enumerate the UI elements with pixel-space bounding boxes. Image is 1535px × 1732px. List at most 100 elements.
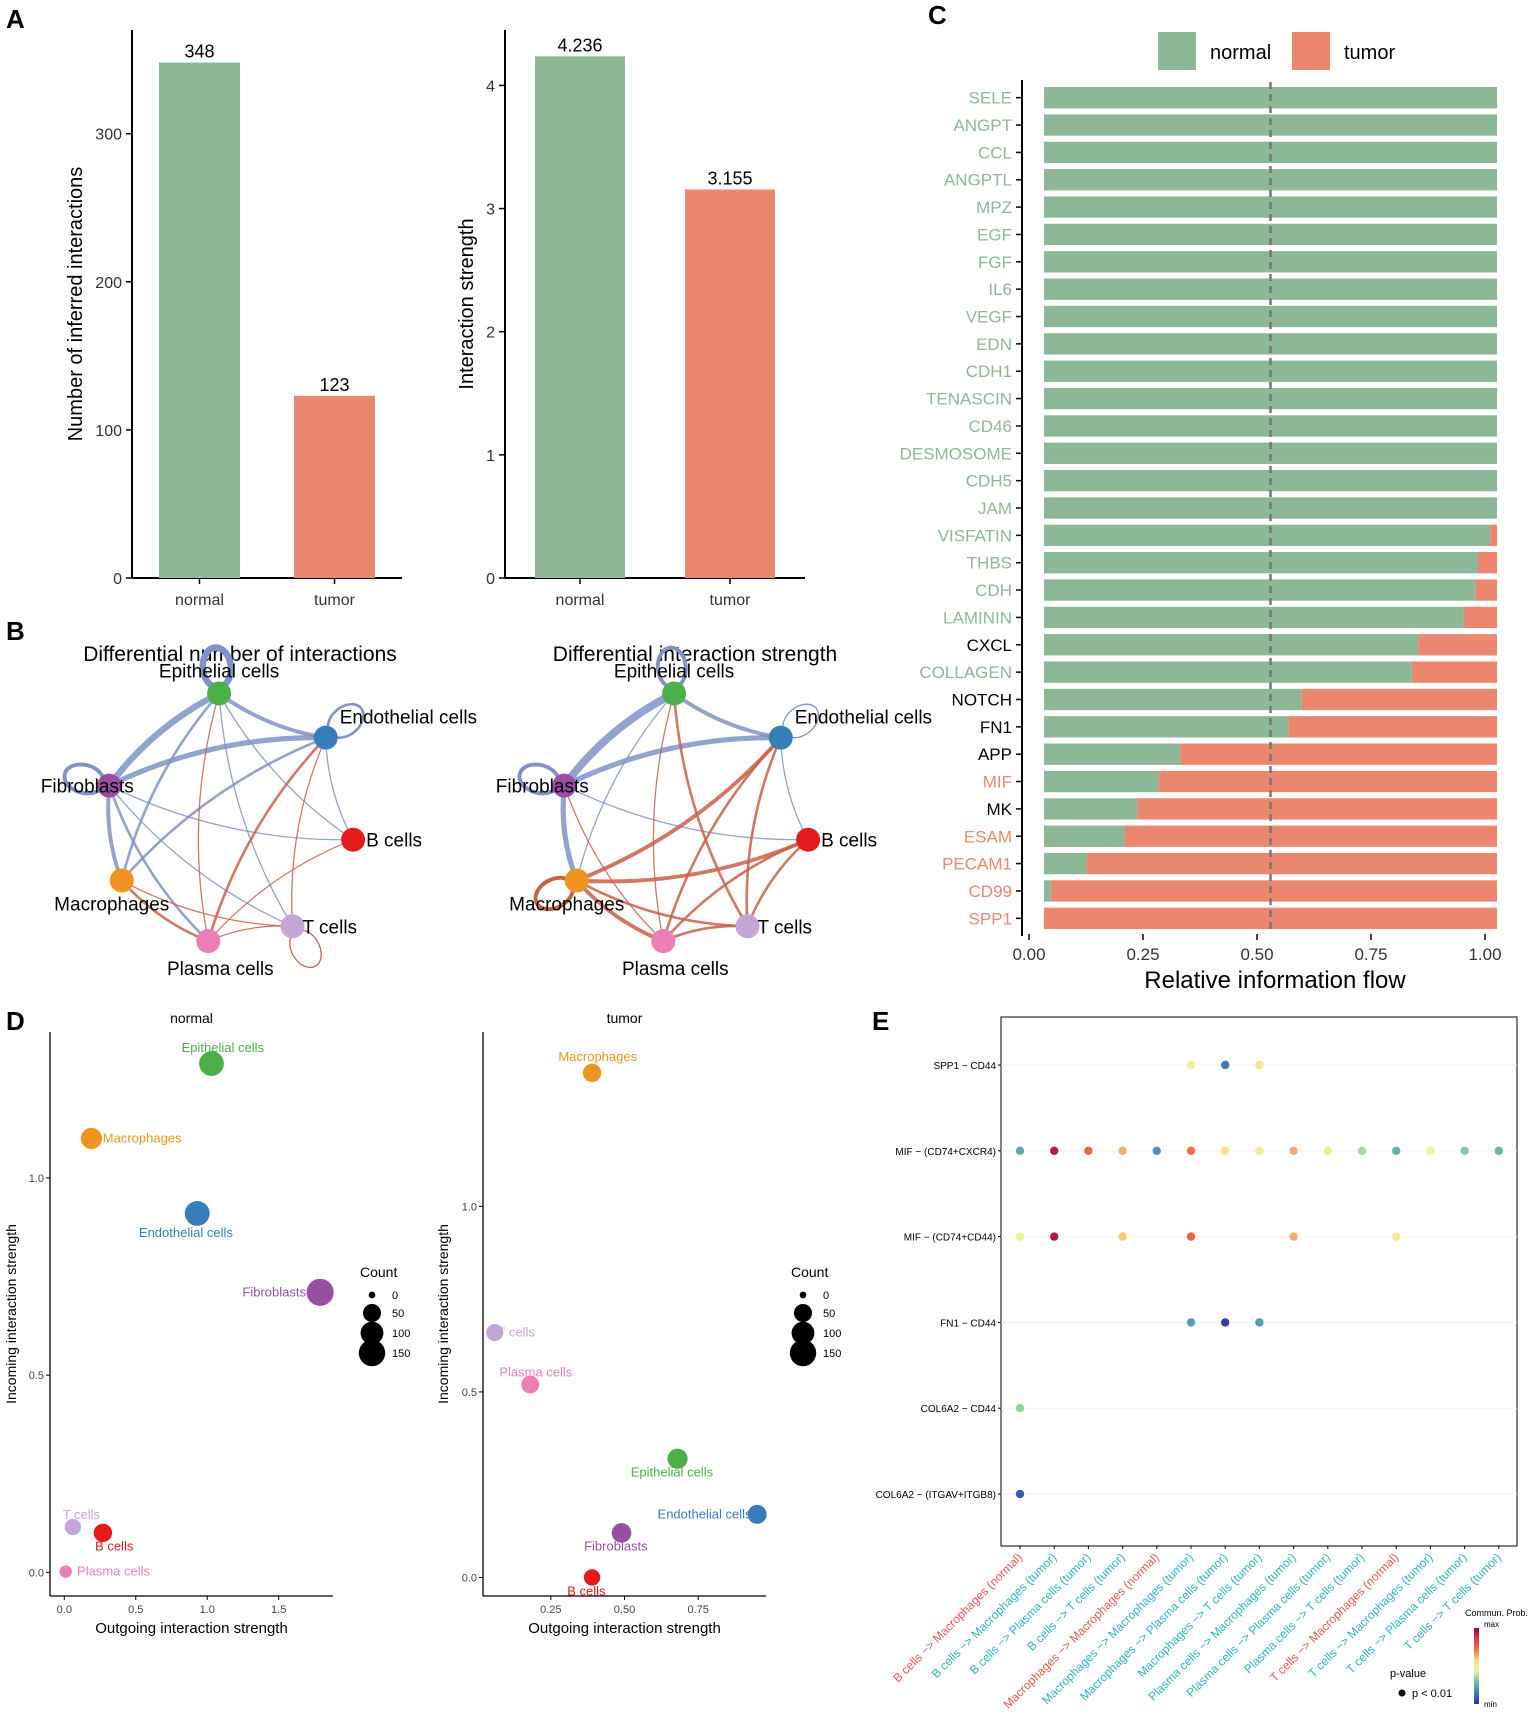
- point-label: Macrophages: [558, 1049, 637, 1064]
- bar-tumor-mif: [1158, 770, 1497, 793]
- edge-fibroblasts-to-b: [564, 785, 809, 841]
- point-t: [64, 1518, 82, 1536]
- y-tick-label: 1.0: [462, 1201, 477, 1213]
- bar-normal-cdh: [1044, 579, 1476, 601]
- x-axis-title: Outgoing interaction strength: [95, 1620, 288, 1637]
- edge-epithelial-to-b: [218, 693, 354, 841]
- x-axis-title: Relative information flow: [1144, 967, 1406, 994]
- panel-label-a: A: [6, 4, 25, 34]
- panel-a1-interactions-bar: 0 100 200 300 348 normal 123 tumor Number of inf…: [65, 30, 402, 609]
- legend-size-key: [791, 1321, 815, 1345]
- point-fibroblasts: [611, 1523, 632, 1543]
- bar-normal-notch: [1044, 688, 1302, 711]
- bar-tumor-mk: [1137, 798, 1497, 820]
- bar-normal-pecam1: [1044, 852, 1087, 875]
- dot: [1186, 1060, 1196, 1070]
- node-plasma: [196, 929, 221, 954]
- point-label: Plasma cells: [77, 1564, 150, 1579]
- dot: [1221, 1146, 1230, 1156]
- point-macrophages: [80, 1127, 103, 1150]
- dot: [1152, 1146, 1162, 1156]
- bar-tumor-cd99: [1050, 880, 1497, 902]
- point-label: Epithelial cells: [182, 1040, 265, 1055]
- legend-size-key: [368, 1291, 376, 1299]
- category-label: VISFATIN: [938, 526, 1012, 545]
- point-fibroblasts: [306, 1278, 334, 1306]
- edge-fibroblasts-to-plasma: [563, 785, 664, 942]
- scatter-title: normal: [170, 1010, 213, 1026]
- category-label: FN1: [980, 718, 1012, 737]
- point-endothelial: [747, 1504, 767, 1524]
- panel-label-b: B: [6, 616, 25, 646]
- edge-epithelial-to-plasma: [652, 693, 675, 942]
- edge-endothelial-to-macrophages: [120, 736, 327, 882]
- dot: [1015, 1232, 1025, 1241]
- point-endothelial: [184, 1201, 210, 1226]
- row-label: SPP1 − CD44: [933, 1061, 996, 1072]
- x-tick-label: 0.50: [614, 1604, 635, 1616]
- bar-tumor: [294, 395, 375, 578]
- x-tick-label: 0.00: [1012, 945, 1045, 964]
- y-axis-title: Number of inferred interactions: [65, 167, 87, 442]
- y-axis-title: Incoming interaction strength: [3, 1224, 19, 1404]
- dot: [1186, 1318, 1196, 1327]
- category-label: CXCL: [967, 636, 1012, 655]
- x-tick-label: 0.25: [1126, 945, 1159, 964]
- node-label: Epithelial cells: [159, 661, 279, 682]
- category-label: NOTCH: [952, 690, 1012, 709]
- node-label: Fibroblasts: [41, 777, 134, 798]
- x-tick-label: tumor: [710, 592, 752, 609]
- bar-tumor-thbs: [1477, 552, 1497, 574]
- category-label: ANGPTL: [944, 171, 1012, 190]
- panel-a2-strength-bar: 0 1 2 3 4 4.236 normal 3.155 tumor Interaction st…: [456, 30, 805, 609]
- node-fibroblasts: [552, 773, 577, 798]
- legend-size-label: 150: [823, 1348, 841, 1360]
- edge-epithelial-to-fibroblasts: [106, 690, 221, 788]
- legend-size-label: 0: [823, 1290, 829, 1302]
- legend-size-label: 150: [392, 1348, 410, 1360]
- dot: [1221, 1060, 1230, 1070]
- panel-label-e: E: [872, 1006, 889, 1036]
- y-tick-label: 0: [113, 571, 122, 588]
- legend-label-tumor: tumor: [1344, 42, 1395, 64]
- legend-title: Count: [791, 1264, 828, 1280]
- edge-b-to-plasma: [207, 839, 354, 942]
- bar-tumor-esam: [1124, 825, 1497, 847]
- dot: [1392, 1232, 1401, 1241]
- edge-fibroblasts-to-t: [108, 785, 293, 927]
- y-tick-label: 0.5: [29, 1370, 44, 1382]
- x-tick-label: 0.50: [1240, 945, 1273, 964]
- edge-endothelial-to-t: [291, 737, 327, 927]
- x-tick-label: normal: [556, 592, 605, 609]
- node-epithelial: [662, 681, 687, 706]
- legend-size-label: 50: [392, 1308, 404, 1320]
- y-tick-label: 4: [486, 78, 495, 95]
- color-legend-title: Commun. Prob.: [1465, 1608, 1528, 1618]
- edge-b-to-plasma: [662, 838, 809, 942]
- x-tick-label: 0.75: [1354, 945, 1387, 964]
- edge-fibroblasts-to-b: [109, 785, 354, 841]
- dot: [1460, 1146, 1469, 1156]
- x-tick-label: normal: [175, 592, 224, 609]
- x-tick-label: tumor: [314, 592, 356, 609]
- edge-epithelial-to-endothelial: [672, 691, 782, 740]
- category-label: CDH5: [966, 472, 1012, 491]
- category-label: COLLAGEN: [919, 663, 1012, 682]
- x-axis-title: Outgoing interaction strength: [528, 1620, 721, 1637]
- bar-normal: [159, 62, 240, 578]
- category-label: ANGPT: [953, 116, 1012, 135]
- point-label: T cells: [63, 1507, 101, 1522]
- bar-normal-mif: [1044, 770, 1159, 793]
- bar-tumor-cdh: [1475, 579, 1497, 601]
- row-label: COL6A2 − CD44: [921, 1404, 997, 1415]
- category-label: IL6: [988, 280, 1012, 299]
- node-label: Plasma cells: [622, 959, 729, 980]
- bar-tumor-app: [1180, 743, 1497, 765]
- edge-endothelial-to-fibroblasts: [108, 735, 326, 788]
- category-label: APP: [978, 745, 1012, 764]
- y-axis-title: Interaction strength: [456, 218, 478, 389]
- panel-d1-scatter-normal: normal 0.0 0.5 1.0 0.0 0.5 1.0 1.5 Outgoing inte…: [3, 1010, 410, 1637]
- y-tick-label: 200: [95, 275, 122, 292]
- dot: [1221, 1318, 1230, 1327]
